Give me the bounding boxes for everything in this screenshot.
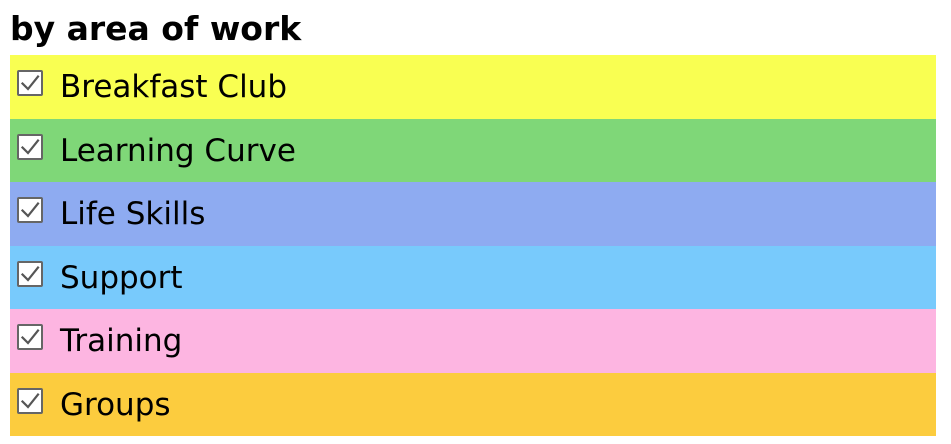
checkmark-icon xyxy=(17,324,43,350)
area-label: Learning Curve xyxy=(60,132,296,169)
checkbox[interactable] xyxy=(17,324,43,350)
checkmark-icon xyxy=(17,133,43,160)
area-item-groups[interactable]: Groups xyxy=(10,372,936,436)
checkmark-icon xyxy=(17,387,43,414)
area-item-breakfast-club[interactable]: Breakfast Club xyxy=(10,55,936,119)
checkbox[interactable] xyxy=(17,70,43,96)
area-label: Support xyxy=(60,259,183,296)
checkbox[interactable] xyxy=(17,197,43,223)
checkmark-icon xyxy=(17,260,43,287)
checkbox[interactable] xyxy=(17,387,43,414)
checkmark-icon xyxy=(17,70,43,96)
checkmark-icon xyxy=(17,197,43,223)
area-label: Breakfast Club xyxy=(60,69,288,105)
area-item-life-skills[interactable]: Life Skills xyxy=(10,182,936,246)
area-label: Groups xyxy=(60,386,171,423)
area-list: Breakfast Club Learning Curve Life Skill… xyxy=(10,55,936,436)
area-label: Life Skills xyxy=(60,196,206,232)
area-item-learning-curve[interactable]: Learning Curve xyxy=(10,118,936,182)
filter-heading: by area of work xyxy=(10,9,302,48)
area-item-training[interactable]: Training xyxy=(10,309,936,373)
checkbox[interactable] xyxy=(17,260,43,287)
area-label: Training xyxy=(60,323,183,359)
checkbox[interactable] xyxy=(17,133,43,160)
area-of-work-filter: by area of work Breakfast Club Learning … xyxy=(10,0,936,436)
area-item-support[interactable]: Support xyxy=(10,245,936,309)
